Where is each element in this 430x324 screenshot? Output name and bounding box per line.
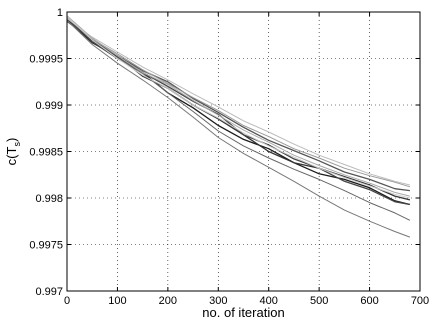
x-tick-label: 100 xyxy=(108,295,126,307)
series-line-9 xyxy=(66,18,411,186)
series-line-8 xyxy=(66,15,411,197)
series-line-7 xyxy=(66,17,411,188)
x-tick-label: 300 xyxy=(209,295,227,307)
series-line-5 xyxy=(66,17,411,221)
y-axis-label-main: c(T xyxy=(4,146,19,165)
x-axis-label: no. of iteration xyxy=(202,305,284,320)
x-tick-label: 600 xyxy=(360,295,378,307)
y-tick-label: 0.998 xyxy=(35,193,63,205)
y-tick-label: 0.9985 xyxy=(29,147,63,159)
x-tick-label: 0 xyxy=(64,295,70,307)
ticks: 0 100 200 300 400 500 600 700 0.997 0.9975 0.998 0.… xyxy=(29,7,429,307)
x-tick-label: 500 xyxy=(310,295,328,307)
y-axis-label-tail: ) xyxy=(4,138,19,142)
y-tick-label: 0.999 xyxy=(35,100,63,112)
series-group xyxy=(66,15,411,238)
y-axis-label-subscript: s xyxy=(12,142,22,147)
y-tick-label: 0.9995 xyxy=(29,54,63,66)
series-line-6 xyxy=(66,20,411,238)
series-line-3 xyxy=(66,20,410,192)
y-tick-label: 1 xyxy=(57,7,63,19)
x-tick-label: 700 xyxy=(411,295,429,307)
y-tick-label: 0.9975 xyxy=(29,240,63,252)
series-line-10 xyxy=(66,16,411,199)
y-tick-label: 0.997 xyxy=(35,286,63,298)
x-tick-label: 400 xyxy=(260,295,278,307)
x-tick-label: 200 xyxy=(159,295,177,307)
y-axis-label: c(Ts) xyxy=(4,138,22,166)
